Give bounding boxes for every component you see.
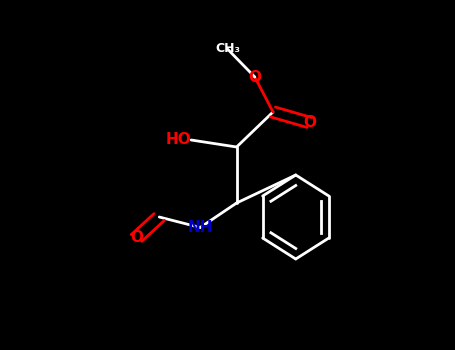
Text: HO: HO — [165, 133, 191, 147]
Text: O: O — [248, 70, 261, 84]
Text: NH: NH — [187, 220, 213, 235]
Text: O: O — [130, 231, 143, 245]
Text: O: O — [303, 115, 316, 130]
Text: CH₃: CH₃ — [215, 42, 240, 56]
